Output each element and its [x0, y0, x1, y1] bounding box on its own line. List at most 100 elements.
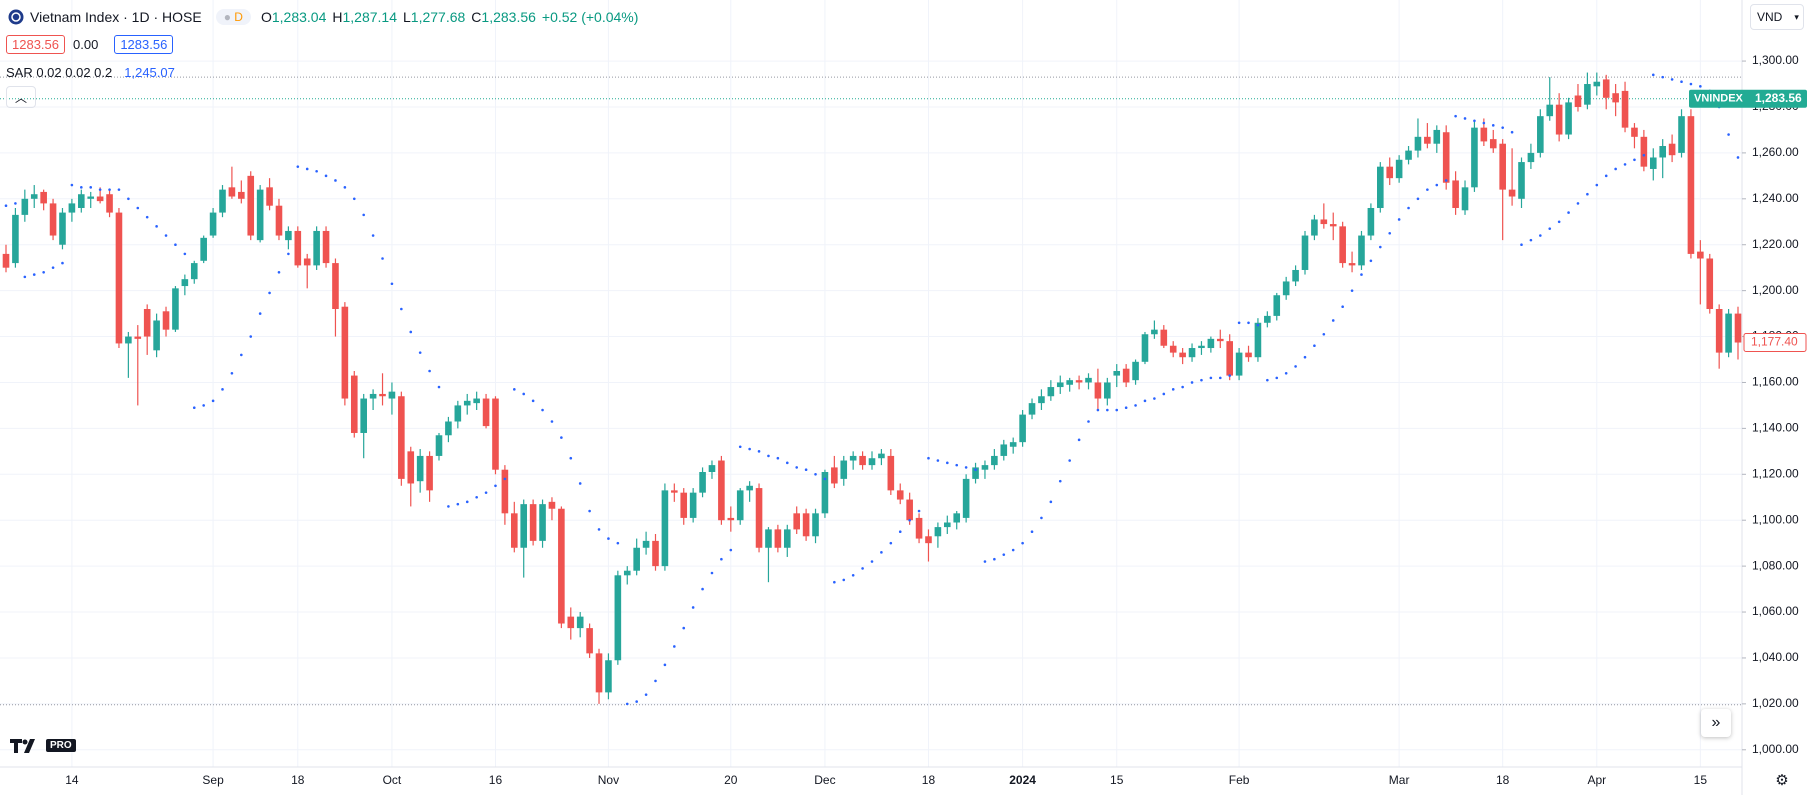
candle-body — [1028, 403, 1036, 415]
candle-body — [558, 508, 565, 624]
collapse-button[interactable]: ︿ — [6, 86, 36, 108]
sar-dot — [1341, 305, 1344, 309]
ohlc-value: 1,283.04 — [271, 9, 327, 25]
logo-mark — [10, 739, 35, 753]
y-tick-label: 1,140.00 — [1752, 421, 1799, 435]
sar-dot — [776, 456, 780, 460]
candle-body — [1264, 315, 1271, 323]
sar-dot — [1124, 406, 1128, 410]
sar-dot — [635, 700, 638, 703]
candle-body — [275, 205, 283, 236]
candle-body — [1424, 136, 1431, 144]
candle-body — [143, 309, 151, 337]
settings-button[interactable]: ⚙ — [1775, 772, 1789, 789]
candle-body — [1169, 345, 1177, 353]
sar-dot — [108, 188, 111, 191]
sar-dot — [607, 537, 610, 540]
sar-dot — [4, 204, 8, 207]
sar-dot — [1651, 73, 1655, 77]
sar-dot — [211, 399, 215, 403]
indicator-value: 1,245.07 — [124, 64, 175, 80]
symbol-price-value: 1,283.56 — [1755, 91, 1802, 105]
badge[interactable]: ● D — [215, 9, 251, 25]
sar-dot — [1143, 399, 1147, 403]
candle-body — [699, 472, 706, 493]
sar-dot — [993, 557, 996, 561]
candle-body — [1188, 348, 1196, 358]
candle-body — [1113, 370, 1121, 376]
sar-dot — [1200, 378, 1203, 382]
x-tick-label: 16 — [489, 773, 503, 787]
sar-dot — [1360, 273, 1363, 276]
sar-dot — [1567, 211, 1570, 214]
sar-dot — [1426, 188, 1429, 191]
candle-body — [1122, 368, 1130, 383]
candle-body — [1311, 219, 1318, 236]
candle-body — [1668, 143, 1676, 156]
sar-dot — [927, 456, 930, 460]
sar-dot — [1689, 82, 1693, 86]
sar-dot — [1444, 179, 1448, 182]
candle-body — [1687, 116, 1695, 254]
sar-dot — [1134, 404, 1137, 407]
sar-dot — [522, 392, 526, 396]
sar-dot — [1247, 321, 1250, 325]
y-tick-label: 1,300.00 — [1752, 53, 1799, 67]
sar-dot — [428, 369, 431, 373]
currency: VND — [1757, 10, 1783, 24]
candle-body — [1292, 269, 1299, 282]
candle-body — [746, 485, 753, 491]
candle-body — [115, 212, 123, 344]
sar-dot — [1586, 192, 1589, 196]
candle-body — [1151, 329, 1158, 335]
candle-body — [783, 529, 791, 548]
sar-dot — [14, 202, 17, 205]
indicator-name[interactable]: SAR 0.02 0.02 0.2 — [6, 64, 113, 80]
sar-dot — [833, 580, 836, 584]
sar-dot — [277, 270, 281, 274]
sar-dot — [409, 330, 413, 334]
sar-dot — [748, 447, 751, 451]
ohlc-label: C — [471, 9, 482, 25]
sar-dot — [710, 571, 714, 575]
candle-body — [1207, 338, 1215, 349]
sar-dot — [80, 186, 83, 189]
sar-dot — [230, 371, 234, 375]
candle-body — [1226, 341, 1233, 376]
candle-body — [1104, 382, 1111, 399]
x-tick-label: Oct — [383, 773, 402, 787]
sar-dot — [221, 388, 224, 391]
sar-dot — [767, 454, 770, 458]
ask-box[interactable]: 1283.56 — [114, 34, 174, 54]
sar-dot — [258, 312, 262, 315]
currency-select[interactable]: VND ▾ — [1750, 4, 1804, 30]
candle-body — [605, 660, 612, 693]
x-tick-label: Mar — [1389, 773, 1410, 787]
sar-dot — [23, 275, 27, 279]
sar-dot — [1604, 174, 1608, 178]
candle-body — [623, 570, 631, 576]
candle-body — [40, 191, 47, 204]
sar-dot — [823, 477, 827, 481]
sar-dot — [936, 459, 940, 462]
candle-body — [1584, 84, 1591, 105]
bid-box[interactable]: 1283.56 — [6, 34, 65, 54]
sar-dot — [1661, 75, 1664, 79]
candle-body — [727, 517, 735, 521]
x-tick-label: 2024 — [1009, 773, 1036, 787]
symbol-title[interactable]: Vietnam Index · 1D · HOSE — [30, 9, 202, 25]
y-tick-label: 1,080.00 — [1752, 558, 1799, 572]
sar-dot — [437, 385, 441, 389]
sar-dot — [898, 530, 902, 533]
y-tick-label: 1,020.00 — [1752, 696, 1799, 710]
sar-dot — [1435, 183, 1439, 187]
sar-dot — [1181, 385, 1184, 389]
sar-dot — [1294, 365, 1297, 368]
scroll-button[interactable]: » — [1701, 709, 1731, 737]
ohlc-value: 1,287.14 — [342, 9, 397, 25]
x-tick-label: Nov — [598, 773, 619, 787]
logo[interactable]: PRO — [10, 736, 76, 754]
sar-dot — [390, 282, 394, 286]
candle-body — [463, 400, 471, 406]
candle-body — [1019, 414, 1026, 443]
